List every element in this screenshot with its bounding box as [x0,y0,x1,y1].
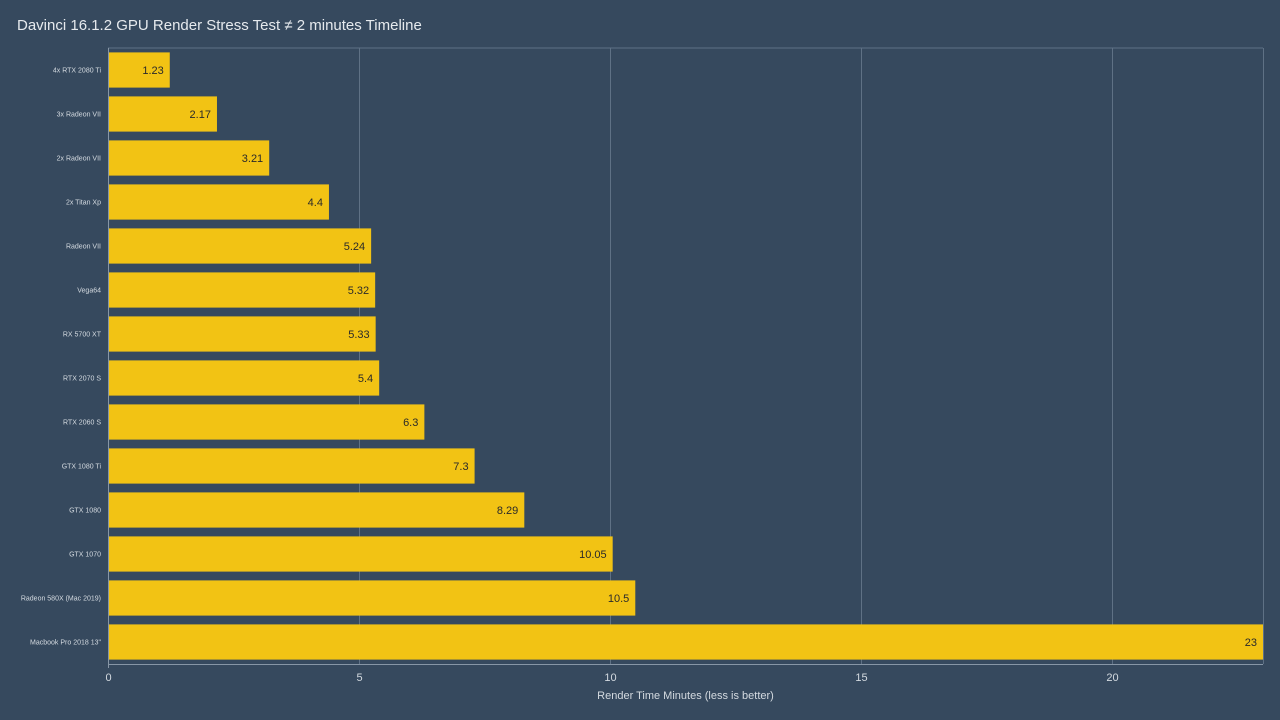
bar[interactable] [108,96,217,132]
category-label: Macbook Pro 2018 13" [30,640,101,647]
chart-title: Davinci 16.1.2 GPU Render Stress Test ≠ … [17,17,422,34]
label-layer: 4x RTX 2080 Ti 1.23 3x Radeon VII 2.17 2x Ra… [21,65,1257,649]
x-tick-label: 20 [1106,672,1118,684]
x-tick-label: 10 [604,672,616,684]
bar[interactable] [108,316,376,352]
data-label: 23 [1245,637,1257,649]
bar[interactable] [108,580,636,616]
data-label: 10.05 [579,549,607,561]
bar[interactable] [108,140,270,176]
category-label: Radeon 580X (Mac 2019) [21,596,101,603]
bar[interactable] [108,228,372,264]
bar[interactable] [108,624,1263,660]
data-label: 6.3 [403,417,418,429]
bar[interactable] [108,360,380,396]
bar[interactable] [108,448,475,484]
category-label: 3x Radeon VII [57,112,101,119]
category-label: GTX 1080 Ti [62,464,102,471]
category-label: RX 5700 XT [63,332,102,339]
data-label: 5.4 [358,373,373,385]
data-label: 8.29 [497,505,518,517]
data-label: 5.24 [344,241,365,253]
bar[interactable] [108,536,613,572]
category-label: RTX 2070 S [63,376,101,383]
x-tick-label: 15 [855,672,867,684]
x-tick-label: 0 [105,672,111,684]
category-label: 2x Radeon VII [57,156,101,163]
data-label: 7.3 [453,461,468,473]
category-label: Vega64 [77,288,101,295]
x-tick-label: 5 [356,672,362,684]
bar[interactable] [108,404,425,440]
data-label: 1.23 [142,65,163,77]
data-label: 10.5 [608,593,629,605]
bar[interactable] [108,272,376,308]
bar[interactable] [108,52,170,88]
bar[interactable] [108,184,329,220]
bar-layer [108,52,1263,660]
category-label: 2x Titan Xp [66,200,101,207]
category-label: Radeon VII [66,244,101,251]
data-label: 5.33 [348,329,369,341]
category-label: RTX 2060 S [63,420,101,427]
category-label: GTX 1070 [69,552,101,559]
axis-layer: 0 5 10 15 20 Render Time Minutes (less is bet… [105,48,1263,702]
data-label: 4.4 [308,197,323,209]
bar[interactable] [108,492,525,528]
data-label: 5.32 [348,285,369,297]
data-label: 2.17 [190,109,211,121]
x-axis-title: Render Time Minutes (less is better) [597,690,774,702]
data-label: 3.21 [242,153,263,165]
category-label: GTX 1080 [69,508,101,515]
category-label: 4x RTX 2080 Ti [53,68,102,75]
